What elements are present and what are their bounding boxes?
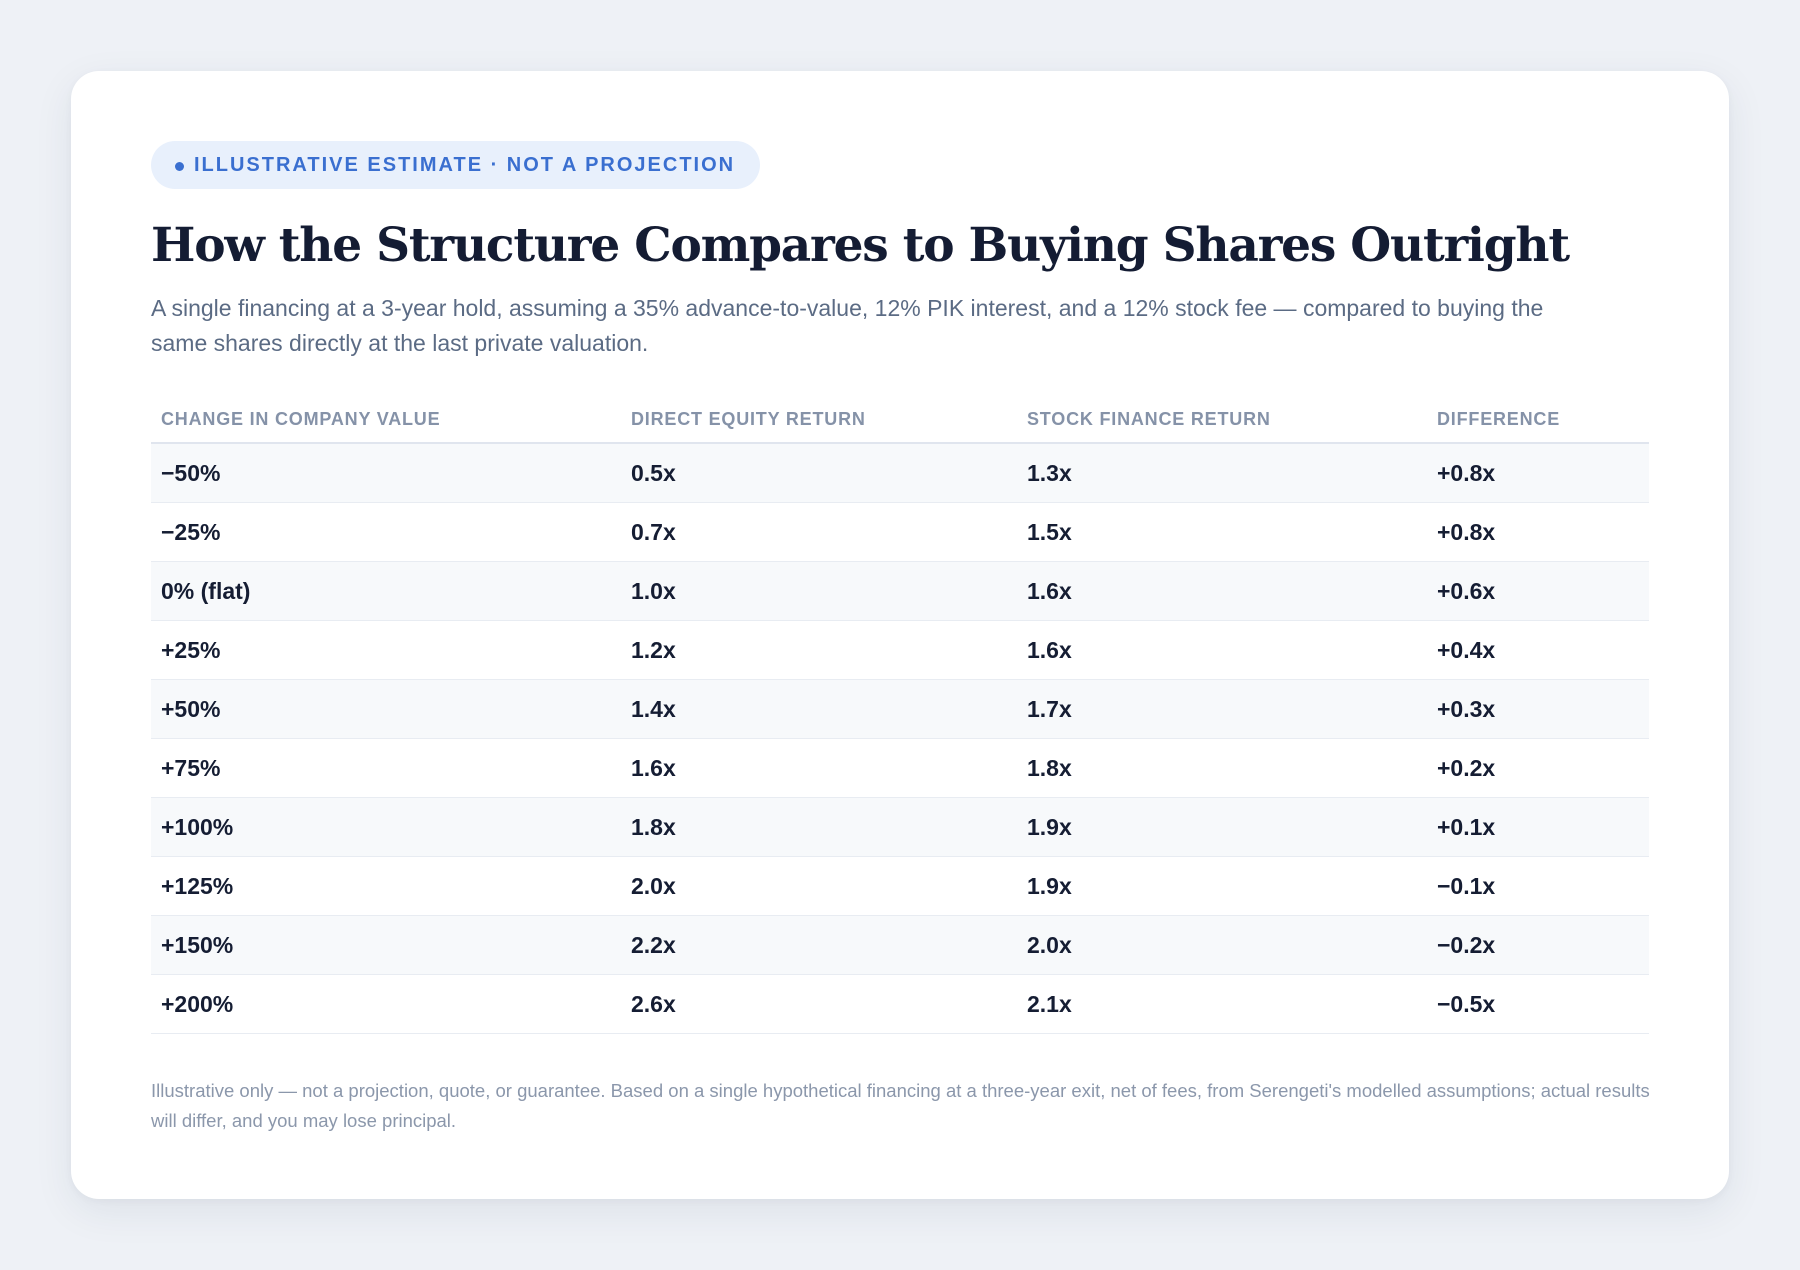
cell-direct-equity: 0.5x — [621, 443, 1017, 504]
table-row: +200% 2.6x 2.1x −0.5x — [151, 974, 1649, 1035]
cell-difference: +0.6x — [1427, 561, 1649, 622]
cell-change: +125% — [151, 856, 621, 917]
cell-change: −25% — [151, 502, 621, 563]
header-difference: DIFFERENCE — [1427, 408, 1649, 445]
badge-dot-icon — [175, 161, 184, 171]
cell-direct-equity: 2.6x — [621, 974, 1017, 1035]
table-row: +75% 1.6x 1.8x +0.2x — [151, 738, 1649, 799]
cell-change: +50% — [151, 679, 621, 740]
cell-stock-finance: 1.7x — [1017, 679, 1427, 740]
page-subtitle: A single financing at a 3-year hold, ass… — [151, 295, 1544, 357]
cell-difference: +0.2x — [1427, 738, 1649, 799]
cell-stock-finance: 1.9x — [1017, 797, 1427, 858]
table-row: +25% 1.2x 1.6x +0.4x — [151, 620, 1649, 681]
cell-change: 0% (flat) — [151, 561, 621, 622]
cell-difference: +0.1x — [1427, 797, 1649, 858]
page-title: How the Structure Compares to Buying Sha… — [151, 218, 1570, 273]
cell-stock-finance: 1.8x — [1017, 738, 1427, 799]
cell-change: +25% — [151, 620, 621, 681]
cell-stock-finance: 2.0x — [1017, 915, 1427, 976]
table-row: +50% 1.4x 1.7x +0.3x — [151, 679, 1649, 740]
cell-difference: −0.2x — [1427, 915, 1649, 976]
disclaimer-footnote: Illustrative only — not a projection, qu… — [151, 1080, 1650, 1132]
table-header-row: CHANGE IN COMPANY VALUE DIRECT EQUITY RE… — [151, 408, 1649, 445]
cell-direct-equity: 1.6x — [621, 738, 1017, 799]
cell-stock-finance: 1.3x — [1017, 443, 1427, 504]
table-row: +150% 2.2x 2.0x −0.2x — [151, 915, 1649, 976]
cell-difference: +0.3x — [1427, 679, 1649, 740]
cell-change: +200% — [151, 974, 621, 1035]
cell-stock-finance: 1.9x — [1017, 856, 1427, 917]
cell-difference: −0.5x — [1427, 974, 1649, 1035]
cell-difference: +0.4x — [1427, 620, 1649, 681]
header-change-in-company-value: CHANGE IN COMPANY VALUE — [151, 408, 621, 445]
cell-stock-finance: 1.6x — [1017, 620, 1427, 681]
cell-difference: +0.8x — [1427, 502, 1649, 563]
cell-change: −50% — [151, 443, 621, 504]
badge-label: ILLUSTRATIVE ESTIMATE · NOT A PROJECTION — [194, 153, 736, 176]
estimate-badge: ILLUSTRATIVE ESTIMATE · NOT A PROJECTION — [151, 141, 761, 189]
table-row: +100% 1.8x 1.9x +0.1x — [151, 797, 1649, 858]
cell-stock-finance: 2.1x — [1017, 974, 1427, 1035]
returns-table: CHANGE IN COMPANY VALUE DIRECT EQUITY RE… — [151, 408, 1649, 1035]
cell-direct-equity: 2.0x — [621, 856, 1017, 917]
cell-direct-equity: 0.7x — [621, 502, 1017, 563]
table-row: +125% 2.0x 1.9x −0.1x — [151, 856, 1649, 917]
cell-direct-equity: 1.8x — [621, 797, 1017, 858]
cell-direct-equity: 1.4x — [621, 679, 1017, 740]
cell-change: +100% — [151, 797, 621, 858]
table-row: 0% (flat) 1.0x 1.6x +0.6x — [151, 561, 1649, 622]
cell-difference: +0.8x — [1427, 443, 1649, 504]
cell-stock-finance: 1.6x — [1017, 561, 1427, 622]
cell-direct-equity: 2.2x — [621, 915, 1017, 976]
header-stock-finance-return: STOCK FINANCE RETURN — [1017, 408, 1427, 445]
cell-stock-finance: 1.5x — [1017, 502, 1427, 563]
header-direct-equity-return: DIRECT EQUITY RETURN — [621, 408, 1017, 445]
cell-change: +75% — [151, 738, 621, 799]
cell-difference: −0.1x — [1427, 856, 1649, 917]
table-row: −50% 0.5x 1.3x +0.8x — [151, 443, 1649, 504]
cell-direct-equity: 1.0x — [621, 561, 1017, 622]
cell-direct-equity: 1.2x — [621, 620, 1017, 681]
comparison-card: ILLUSTRATIVE ESTIMATE · NOT A PROJECTION… — [71, 71, 1729, 1199]
table-row: −25% 0.7x 1.5x +0.8x — [151, 502, 1649, 563]
cell-change: +150% — [151, 915, 621, 976]
